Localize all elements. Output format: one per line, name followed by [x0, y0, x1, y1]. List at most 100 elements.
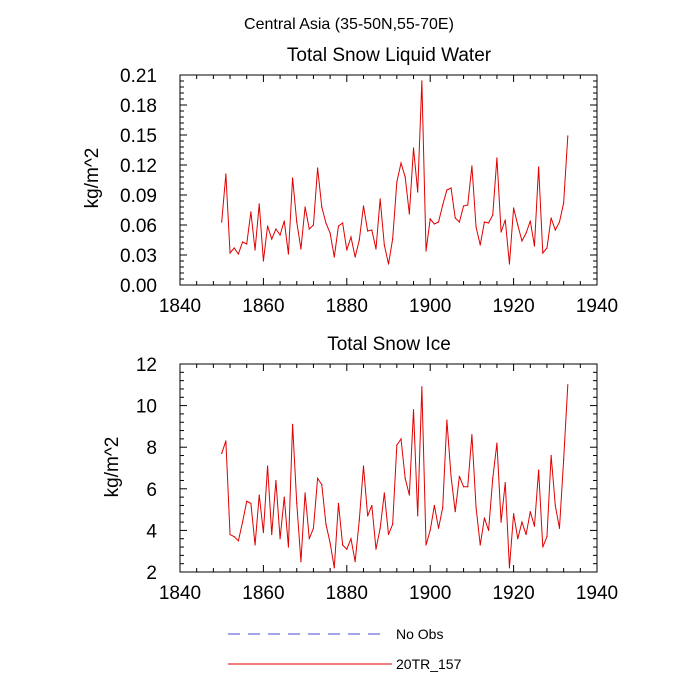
- data-point: [304, 492, 306, 494]
- data-point: [504, 481, 506, 484]
- data-point: [504, 219, 506, 221]
- data-point: [342, 544, 344, 546]
- data-point: [492, 214, 494, 216]
- x-tick-label: 1940: [576, 583, 618, 604]
- data-point: [546, 536, 548, 538]
- data-point: [479, 244, 481, 246]
- y-tick-label: 6: [146, 480, 157, 501]
- data-point: [325, 523, 327, 525]
- data-point: [442, 506, 444, 509]
- data-point: [362, 205, 365, 207]
- data-point: [458, 475, 460, 477]
- data-point: [483, 517, 486, 519]
- tick-label-layer: 1840 1860 1880 1900 1920 1940 0.00 0.03 0.06 0.09…: [120, 66, 618, 317]
- x-tick-label: 1860: [242, 296, 284, 317]
- data-point: [337, 502, 340, 504]
- data-point: [454, 217, 456, 219]
- data-point: [500, 521, 502, 523]
- data-point: [521, 240, 523, 242]
- data-point: [371, 229, 373, 231]
- data-point: [283, 220, 285, 222]
- data-point: [308, 538, 310, 540]
- y-tick-label: 0.06: [120, 216, 157, 237]
- tick-layer: [179, 74, 598, 286]
- series-layer: [221, 80, 569, 265]
- data-point: [450, 187, 452, 189]
- data-point: [554, 229, 556, 231]
- data-point: [467, 204, 469, 206]
- data-point: [437, 527, 440, 529]
- data-point: [221, 452, 223, 455]
- data-point: [321, 206, 323, 208]
- data-point: [554, 504, 556, 507]
- data-point: [254, 544, 256, 546]
- data-point: [396, 444, 398, 446]
- data-point: [317, 167, 319, 169]
- data-point: [291, 177, 294, 179]
- data-point: [237, 540, 239, 542]
- data-point: [496, 157, 498, 159]
- y-tick-label: 0.15: [120, 126, 157, 147]
- data-point: [513, 207, 515, 209]
- data-point: [525, 232, 527, 234]
- data-point: [225, 173, 227, 175]
- data-point: [275, 479, 277, 482]
- data-point: [433, 504, 435, 507]
- data-point: [229, 252, 231, 254]
- data-point: [346, 548, 348, 550]
- data-point: [250, 211, 252, 213]
- data-point: [287, 253, 290, 255]
- data-point: [367, 515, 369, 517]
- data-point: [483, 221, 486, 223]
- data-point: [229, 533, 231, 536]
- data-point: [567, 384, 569, 386]
- y-tick-label: 10: [136, 397, 157, 418]
- data-point: [233, 536, 235, 538]
- data-point: [550, 454, 552, 457]
- x-tick-label: 1840: [159, 583, 201, 604]
- data-point: [283, 496, 285, 498]
- data-point: [437, 221, 440, 223]
- data-point: [275, 228, 277, 230]
- data-point: [513, 513, 515, 515]
- data-point: [304, 206, 306, 208]
- data-point: [533, 245, 536, 247]
- data-point: [529, 511, 531, 513]
- data-point: [550, 217, 552, 219]
- data-point: [454, 511, 456, 513]
- chart-title: Total Snow Liquid Water: [287, 45, 492, 66]
- data-point: [487, 222, 490, 224]
- data-point: [258, 203, 260, 205]
- legend-label-no-obs: No Obs: [396, 626, 443, 642]
- data-point: [563, 459, 565, 461]
- data-point: [567, 135, 569, 137]
- data-point: [446, 189, 448, 191]
- series-line-20tr-157: [221, 80, 569, 265]
- data-point: [521, 521, 523, 523]
- y-tick-label: 0.18: [120, 96, 157, 117]
- data-point: [241, 521, 244, 523]
- data-point: [492, 477, 494, 479]
- x-tick-label: 1900: [409, 583, 451, 604]
- data-point: [350, 236, 352, 238]
- data-point: [421, 80, 423, 82]
- data-point: [358, 239, 360, 241]
- data-point: [446, 419, 448, 421]
- data-point: [508, 567, 511, 569]
- x-tick-label: 1880: [326, 583, 368, 604]
- chart-snow-liquid-water: Total Snow Liquid Water kg/m^2 1840 1860 1…: [82, 45, 618, 317]
- y-tick-label: 4: [146, 521, 157, 542]
- data-point: [254, 249, 256, 251]
- data-point: [329, 542, 331, 544]
- data-point: [450, 475, 452, 477]
- data-point: [300, 561, 302, 563]
- data-point: [563, 202, 565, 204]
- y-tick-label: 12: [136, 355, 157, 376]
- data-point: [337, 225, 340, 227]
- data-point: [266, 465, 269, 467]
- series-layer: [221, 384, 569, 569]
- data-point: [471, 434, 473, 436]
- data-point: [558, 221, 561, 223]
- data-point: [496, 442, 498, 444]
- data-point: [375, 248, 377, 250]
